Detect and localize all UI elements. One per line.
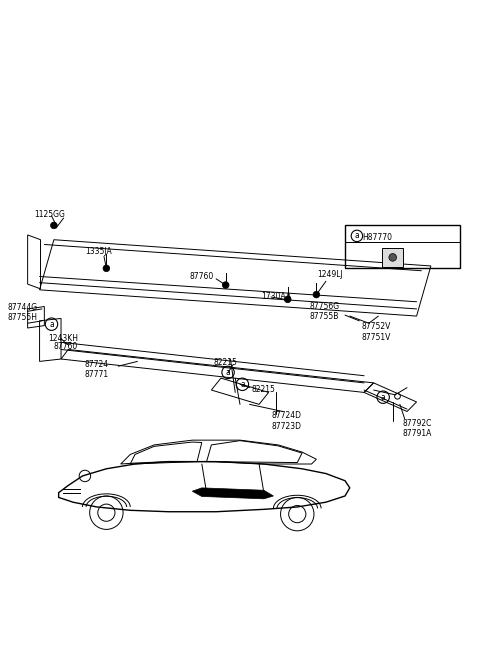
Text: a: a [240,380,245,389]
Text: a: a [355,232,360,240]
Text: 87760: 87760 [54,342,78,351]
Text: 87724D
87723D: 87724D 87723D [271,411,301,431]
Text: 1730AA: 1730AA [262,293,292,302]
Circle shape [103,265,110,272]
Text: 1335JA: 1335JA [85,247,112,256]
Circle shape [313,291,320,298]
Circle shape [222,281,229,289]
Text: a: a [381,393,385,401]
Text: 87724
87771: 87724 87771 [85,360,109,379]
Text: H87770: H87770 [363,233,393,242]
Text: a: a [226,368,230,377]
Text: 87744G
87755H: 87744G 87755H [7,302,37,322]
Polygon shape [192,488,274,499]
Text: 87752V
87751V: 87752V 87751V [362,322,391,342]
Text: a: a [49,319,54,329]
Text: 87760: 87760 [190,272,214,281]
Text: 82215: 82215 [252,384,276,394]
Text: 87792C
87791A: 87792C 87791A [402,419,432,438]
Text: 82215: 82215 [214,358,238,367]
Text: 1249LJ: 1249LJ [317,270,343,279]
Circle shape [389,254,396,261]
Circle shape [50,222,57,229]
Circle shape [284,296,291,302]
FancyBboxPatch shape [382,249,403,267]
Text: 87756G
87755B: 87756G 87755B [309,302,339,321]
Text: 1243KH: 1243KH [48,334,78,343]
Text: 1125GG: 1125GG [34,210,65,219]
